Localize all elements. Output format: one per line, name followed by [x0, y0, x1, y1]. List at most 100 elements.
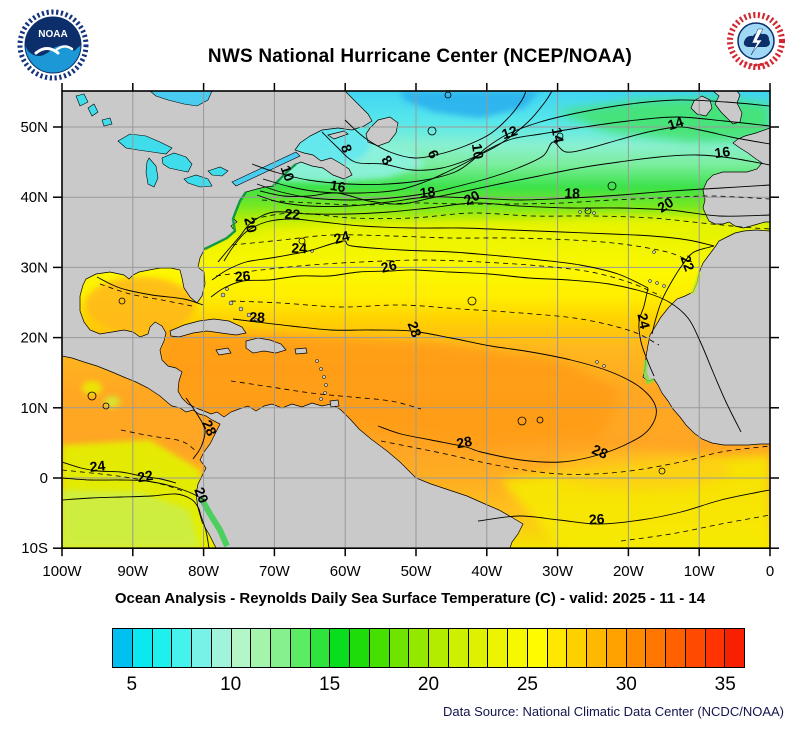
lon-label: 50W	[401, 563, 433, 580]
nws-lightning-icon	[750, 28, 764, 56]
isotherm-line	[477, 489, 770, 525]
isotherm-value-label: 26	[234, 267, 251, 284]
colorbar-cell	[546, 629, 567, 667]
eddy-ring	[658, 467, 666, 475]
eddy-ring	[102, 402, 110, 410]
isotherm-value-label: 24	[332, 227, 352, 247]
isotherm-line	[259, 154, 770, 205]
puerto-rico-island	[294, 347, 308, 355]
colorbar-cell	[131, 629, 152, 667]
eddy-ring	[517, 416, 527, 426]
noaa-seagull-icon	[34, 47, 60, 55]
isotherm-line-dashed	[261, 195, 770, 206]
colorbar-cell	[526, 629, 547, 667]
colorbar-cell	[270, 629, 290, 667]
isotherm-value-label: 26	[588, 510, 605, 527]
colorbar-cell	[408, 629, 428, 667]
lat-label: 10N	[20, 400, 48, 417]
colorbar-cell	[171, 629, 191, 667]
isotherm-line-dashed	[120, 429, 197, 452]
axis-labels: 100W 90W 80W 70W 60W 50W 40W 30W 20W 10W 0 50N 40N 30…	[20, 119, 774, 580]
colorbar-cell	[586, 629, 606, 667]
isotherm-line	[256, 126, 770, 201]
colorbar-cell	[428, 629, 448, 667]
colorbar-cell	[487, 629, 507, 667]
lon-label: 0	[766, 563, 774, 580]
isotherm-line	[185, 397, 206, 460]
lat-label: 50N	[20, 119, 48, 136]
isotherm-value-label: 20	[461, 187, 482, 209]
colorbar-cell	[151, 629, 172, 667]
isotherm-line	[96, 276, 204, 306]
hispaniola-island	[245, 337, 287, 354]
colorbar-tick-label: 25	[516, 674, 538, 695]
axis-ticks	[53, 83, 779, 557]
eddy-ring	[118, 297, 126, 305]
isotherm-value-label: 28	[405, 319, 425, 339]
colorbar-cell	[566, 629, 586, 667]
colorbar-cell	[507, 629, 527, 667]
noaa-logo: NOAA	[16, 8, 90, 82]
colorbar-cell	[289, 629, 310, 667]
isotherm-value-label: 16	[713, 143, 731, 161]
colorbar-tick-label: 15	[319, 674, 341, 695]
lon-label: 10W	[684, 563, 716, 580]
eddy-ring	[607, 181, 617, 191]
colorbar-cell	[665, 629, 685, 667]
coastal-cold-bands	[198, 163, 702, 548]
lake-superior	[117, 133, 173, 155]
isotherm-line	[321, 91, 553, 171]
isotherm-line	[223, 218, 715, 262]
page-title: NWS National Hurricane Center (NCEP/NOAA…	[207, 46, 633, 67]
colorbar-cell	[645, 629, 665, 667]
isotherm-value-label: 24	[291, 240, 307, 257]
lat-label: 0	[40, 470, 48, 487]
isotherm-value-label: 18	[419, 183, 436, 201]
isotherm-value-label: 18	[564, 185, 580, 202]
isotherm-value-label: 14	[666, 113, 686, 133]
colorbar: 5 10 15 20 25 30 35	[112, 628, 745, 700]
colorbar-cell	[625, 629, 646, 667]
eddy-ring	[556, 132, 564, 140]
jamaica-island	[215, 347, 232, 356]
lon-label: 30W	[542, 563, 574, 580]
nws-logo	[725, 10, 787, 72]
colorbar-cell	[684, 629, 705, 667]
lon-label: 70W	[259, 563, 291, 580]
lon-label: 60W	[330, 563, 362, 580]
isotherm-line	[217, 202, 770, 263]
colorbar-cell	[191, 629, 211, 667]
colorbar-cell	[210, 629, 231, 667]
colorbar-tick-label: 20	[417, 674, 440, 695]
colorbar-cell	[329, 629, 349, 667]
isotherm-value-label: 22	[678, 253, 698, 273]
colorbar-cell	[388, 629, 409, 667]
eddy-ring	[427, 126, 437, 136]
isotherm-value-label: 14	[549, 126, 567, 144]
isotherm-line	[251, 99, 770, 185]
isotherm-value-label: 10	[469, 142, 487, 160]
lake-ontario	[207, 166, 229, 177]
map-caption: Ocean Analysis - Reynolds Daily Sea Surf…	[114, 590, 706, 607]
nws-logo-ring-text	[727, 12, 785, 70]
lon-label: 100W	[42, 563, 82, 580]
isotherm-value-label: 28	[455, 433, 473, 451]
lake-michigan	[145, 157, 159, 188]
isotherm-line-dashed	[99, 283, 193, 307]
eddy-ring	[298, 237, 306, 245]
colorbar-tick-label: 35	[714, 674, 736, 695]
noaa-logo-ring-text	[17, 9, 89, 81]
trinidad-island	[329, 399, 340, 408]
isotherm-value-label: 20	[655, 194, 677, 216]
isotherm-line	[651, 245, 715, 335]
isotherm-line	[211, 240, 649, 289]
lon-label: 20W	[613, 563, 645, 580]
colorbar-cell	[230, 629, 251, 667]
colorbar-cell	[704, 629, 725, 667]
isotherm-line-dashed	[243, 212, 770, 230]
isotherm-line	[344, 91, 527, 159]
colorbar-cell	[113, 629, 132, 667]
